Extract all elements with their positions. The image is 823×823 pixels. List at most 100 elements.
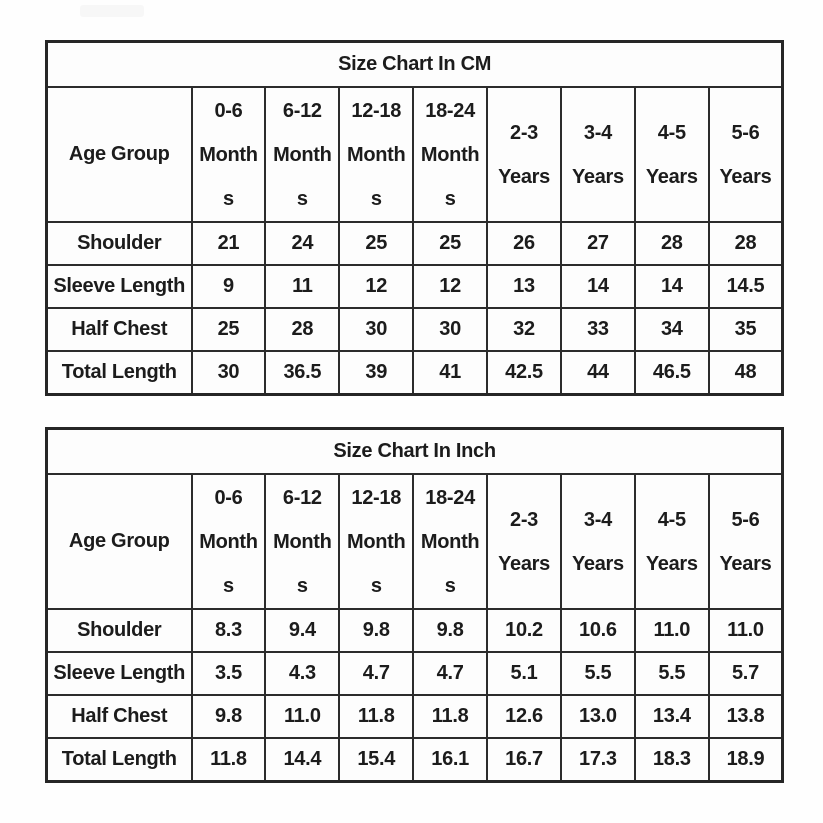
header-line: Years [719,552,772,575]
data-cell: 17.3 [559,737,636,783]
data-cell: 46.5 [633,350,710,396]
header-line: 3-4 [583,508,612,531]
age-group-header-cell: Age Group [45,86,193,223]
data-cell: 36.5 [264,350,341,396]
data-cell: 34 [633,307,710,352]
data-cell: 9 [190,264,267,309]
header-line: 18-24 [425,486,475,509]
header-line: Years [498,552,550,575]
data-cell: 41 [412,350,489,396]
header-line: s [370,187,382,210]
data-cell: 11.0 [707,608,784,653]
column-header-12-18-months: 12-18 Month s [338,473,415,610]
data-cell: 26 [486,221,562,266]
header-line: 2-3 [510,121,539,144]
column-header-0-6-months: 0-6 Month s [190,86,267,223]
data-cell: 3.5 [190,651,267,696]
header-line: Month [346,143,406,166]
column-header-18-24-months: 18-24 Month s [412,473,489,610]
data-cell: 9.4 [264,608,341,653]
header-line: 5-6 [731,121,760,144]
column-header-12-18-months: 12-18 Month s [338,86,415,223]
header-line: Month [273,530,332,553]
column-header-6-12-months: 6-12 Month s [264,473,341,610]
table-row-half-chest: Half Chest 9.8 11.0 11.8 11.8 12.6 13.0 … [45,694,784,739]
column-header-2-3-years: 2-3 Years [486,86,562,223]
column-header-18-24-months: 18-24 Month s [412,86,489,223]
header-line: Month [420,530,480,553]
table-title-inch: Size Chart In Inch [45,427,784,475]
header-line: Years [571,165,624,188]
data-cell: 30 [190,350,267,396]
header-line: 6-12 [282,486,322,509]
column-header-3-4-years: 3-4 Years [559,86,636,223]
data-cell: 11.0 [264,694,341,739]
header-line: Years [719,165,772,188]
data-cell: 12 [412,264,489,309]
data-cell: 18.9 [707,737,784,783]
header-line: s [370,574,382,597]
header-line: Month [273,143,332,166]
row-label: Shoulder [45,221,193,266]
data-cell: 13.8 [707,694,784,739]
data-cell: 35 [707,307,784,352]
table-row-sleeve-length: Sleeve Length 3.5 4.3 4.7 4.7 5.1 5.5 5.… [45,651,784,696]
data-cell: 24 [264,221,341,266]
data-cell: 30 [412,307,489,352]
column-header-5-6-years: 5-6 Years [707,86,784,223]
table-title-cm: Size Chart In CM [45,40,784,88]
header-line: 0-6 [214,486,243,509]
data-cell: 12 [338,264,415,309]
data-cell: 25 [412,221,489,266]
header-line: Years [645,165,698,188]
row-label: Half Chest [45,694,193,739]
data-cell: 32 [486,307,562,352]
data-cell: 9.8 [412,608,489,653]
data-cell: 5.5 [633,651,710,696]
size-chart-cm-table: Size Chart In CM Age Group 0-6 Month s 6… [45,40,785,396]
header-line: 0-6 [214,99,243,122]
table-row-half-chest: Half Chest 25 28 30 30 32 33 34 35 [45,307,784,352]
title-row: Size Chart In Inch [45,427,784,475]
title-row: Size Chart In CM [45,40,784,88]
data-cell: 28 [707,221,784,266]
header-line: 12-18 [351,486,402,509]
header-line: 18-24 [425,99,475,122]
data-cell: 14.4 [264,737,341,783]
header-line: Years [571,552,624,575]
header-line: s [223,187,234,210]
data-cell: 27 [559,221,636,266]
column-header-6-12-months: 6-12 Month s [264,86,341,223]
data-cell: 8.3 [190,608,267,653]
header-line: s [444,574,456,597]
column-header-5-6-years: 5-6 Years [707,473,784,610]
header-line: Month [346,530,406,553]
data-cell: 30 [338,307,415,352]
column-header-4-5-years: 4-5 Years [633,473,710,610]
row-label: Half Chest [45,307,193,352]
data-cell: 10.2 [486,608,562,653]
header-line: Years [498,165,550,188]
age-group-header-cell: Age Group [45,473,193,610]
table-row-total-length: Total Length 11.8 14.4 15.4 16.1 16.7 17… [45,737,784,783]
faint-watermark-badge [80,5,144,17]
header-line: s [444,187,456,210]
table-row-sleeve-length: Sleeve Length 9 11 12 12 13 14 14 14.5 [45,264,784,309]
data-cell: 5.7 [707,651,784,696]
table-row-shoulder: Shoulder 8.3 9.4 9.8 9.8 10.2 10.6 11.0 … [45,608,784,653]
header-line: Month [199,143,258,166]
data-cell: 25 [190,307,267,352]
data-cell: 16.1 [412,737,489,783]
header-line: s [223,574,234,597]
column-header-4-5-years: 4-5 Years [633,86,710,223]
data-cell: 12.6 [486,694,562,739]
column-header-3-4-years: 3-4 Years [559,473,636,610]
header-line: s [296,574,308,597]
data-cell: 28 [264,307,341,352]
data-cell: 4.7 [338,651,415,696]
data-cell: 25 [338,221,415,266]
header-line: s [296,187,308,210]
data-cell: 39 [338,350,415,396]
data-cell: 48 [707,350,784,396]
